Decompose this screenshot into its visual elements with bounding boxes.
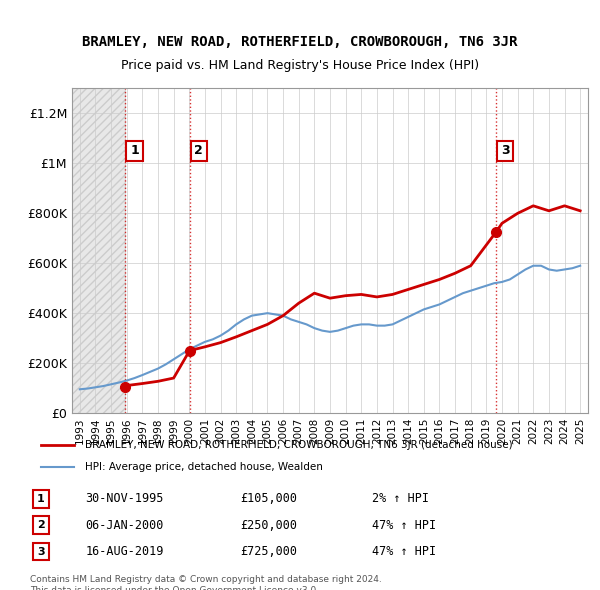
Text: 06-JAN-2000: 06-JAN-2000 [85,519,164,532]
Text: 2: 2 [194,145,203,158]
Text: 47% ↑ HPI: 47% ↑ HPI [372,519,436,532]
Text: £725,000: £725,000 [240,545,297,558]
Text: 2: 2 [37,520,45,530]
Text: 1: 1 [130,145,139,158]
Text: 47% ↑ HPI: 47% ↑ HPI [372,545,436,558]
Text: HPI: Average price, detached house, Wealden: HPI: Average price, detached house, Weal… [85,462,323,472]
Text: Price paid vs. HM Land Registry's House Price Index (HPI): Price paid vs. HM Land Registry's House … [121,59,479,72]
Text: £250,000: £250,000 [240,519,297,532]
Text: 2% ↑ HPI: 2% ↑ HPI [372,492,429,505]
Text: £105,000: £105,000 [240,492,297,505]
Text: 1: 1 [37,494,45,504]
Text: 30-NOV-1995: 30-NOV-1995 [85,492,164,505]
Bar [72,88,125,413]
Text: 16-AUG-2019: 16-AUG-2019 [85,545,164,558]
Text: 3: 3 [37,546,45,556]
Text: BRAMLEY, NEW ROAD, ROTHERFIELD, CROWBOROUGH, TN6 3JR: BRAMLEY, NEW ROAD, ROTHERFIELD, CROWBORO… [82,35,518,50]
Text: 3: 3 [501,145,509,158]
Text: Contains HM Land Registry data © Crown copyright and database right 2024.
This d: Contains HM Land Registry data © Crown c… [30,575,382,590]
Text: BRAMLEY, NEW ROAD, ROTHERFIELD, CROWBOROUGH, TN6 3JR (detached house): BRAMLEY, NEW ROAD, ROTHERFIELD, CROWBORO… [85,440,513,450]
